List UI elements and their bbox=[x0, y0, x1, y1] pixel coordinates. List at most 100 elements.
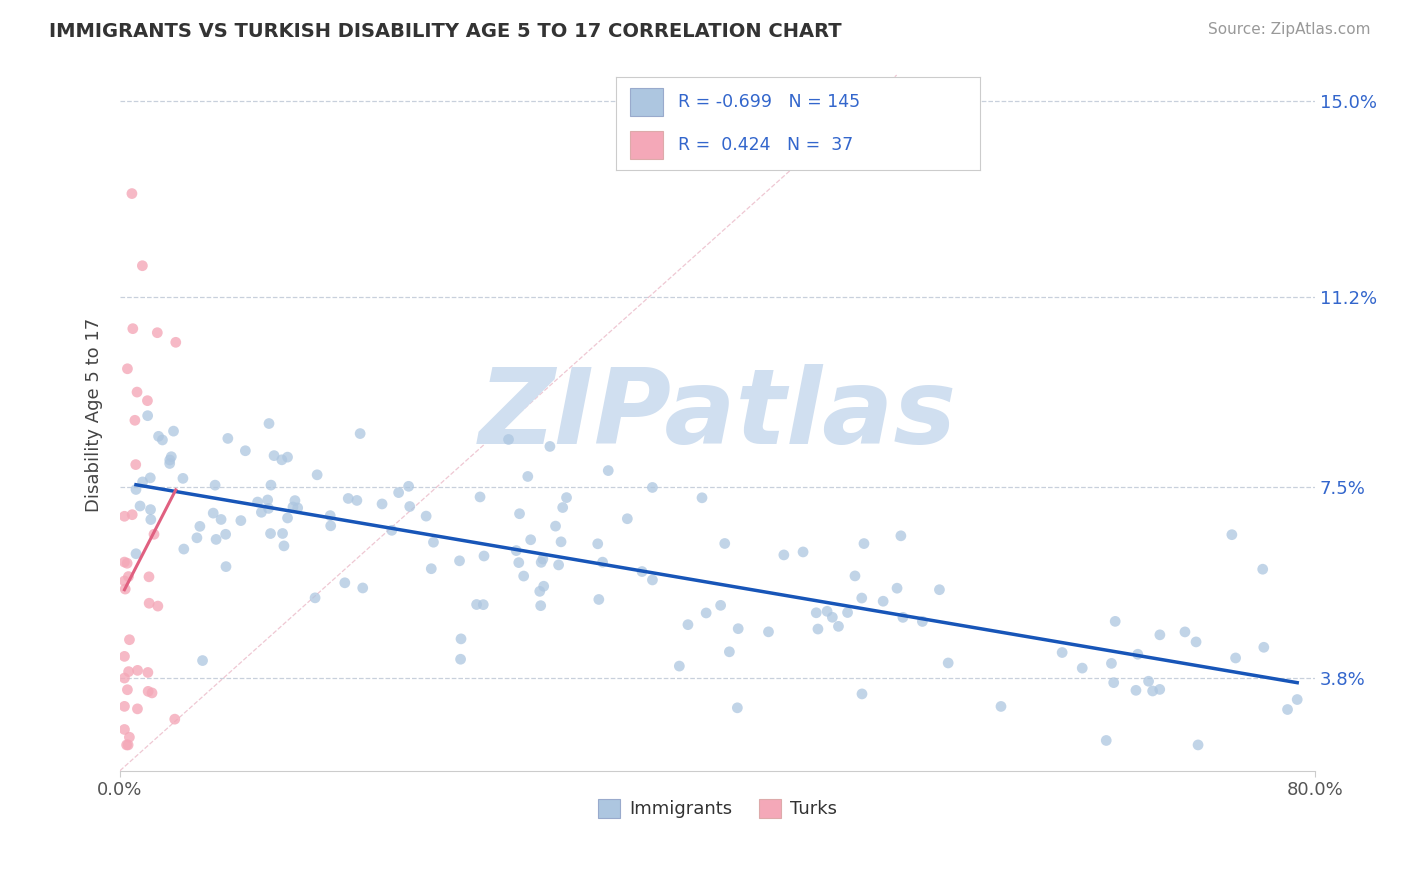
Point bbox=[1149, 628, 1171, 642]
Point bbox=[821, 610, 844, 624]
Point bbox=[713, 536, 735, 550]
Point bbox=[725, 701, 748, 715]
Point bbox=[160, 450, 183, 464]
Point bbox=[256, 492, 278, 507]
Point bbox=[114, 649, 136, 664]
Point bbox=[131, 259, 153, 273]
Point bbox=[550, 534, 572, 549]
Point bbox=[450, 652, 472, 666]
Text: ZIPatlas: ZIPatlas bbox=[478, 364, 956, 467]
Point bbox=[172, 471, 194, 485]
Point bbox=[229, 514, 252, 528]
Point bbox=[1102, 675, 1125, 690]
Point bbox=[468, 490, 491, 504]
Point bbox=[616, 512, 638, 526]
Point bbox=[1050, 646, 1073, 660]
Point bbox=[114, 582, 136, 596]
Point bbox=[125, 385, 148, 400]
Point bbox=[668, 659, 690, 673]
Point bbox=[281, 500, 304, 514]
Point bbox=[307, 467, 329, 482]
Point bbox=[114, 671, 136, 685]
Point bbox=[533, 579, 555, 593]
Point bbox=[139, 471, 162, 485]
Point bbox=[215, 559, 238, 574]
Point bbox=[551, 500, 574, 515]
Point bbox=[512, 569, 534, 583]
Point bbox=[246, 495, 269, 509]
Point bbox=[792, 545, 814, 559]
Point bbox=[118, 632, 141, 647]
Point bbox=[1286, 692, 1309, 706]
Point bbox=[851, 687, 873, 701]
Point bbox=[516, 469, 538, 483]
Point bbox=[641, 573, 664, 587]
Point bbox=[422, 535, 444, 549]
Point bbox=[547, 558, 569, 572]
Point bbox=[235, 443, 257, 458]
Point bbox=[136, 409, 159, 423]
Point bbox=[450, 632, 472, 646]
Point bbox=[127, 664, 149, 678]
Point bbox=[598, 464, 620, 478]
Point bbox=[519, 533, 541, 547]
Point bbox=[1253, 640, 1275, 655]
Point bbox=[1277, 702, 1299, 716]
Point bbox=[852, 536, 875, 550]
Point bbox=[530, 555, 553, 569]
Point bbox=[415, 509, 437, 524]
Point bbox=[131, 475, 153, 489]
Point bbox=[1137, 674, 1160, 689]
Point bbox=[727, 622, 749, 636]
Point bbox=[136, 684, 159, 698]
Point bbox=[815, 604, 838, 618]
Point bbox=[1142, 684, 1164, 698]
Point bbox=[465, 598, 488, 612]
Point bbox=[530, 599, 553, 613]
Point bbox=[1251, 562, 1274, 576]
Text: IMMIGRANTS VS TURKISH DISABILITY AGE 5 TO 17 CORRELATION CHART: IMMIGRANTS VS TURKISH DISABILITY AGE 5 T… bbox=[49, 22, 842, 41]
Point bbox=[139, 512, 162, 526]
Point bbox=[191, 654, 214, 668]
Point bbox=[121, 321, 143, 335]
Point bbox=[371, 497, 394, 511]
Point bbox=[277, 450, 299, 464]
Point bbox=[352, 581, 374, 595]
Point bbox=[117, 361, 139, 376]
Point bbox=[277, 511, 299, 525]
Point bbox=[773, 548, 796, 562]
Point bbox=[141, 686, 163, 700]
Point bbox=[555, 491, 578, 505]
Point bbox=[420, 562, 443, 576]
Point bbox=[186, 531, 208, 545]
Point bbox=[544, 519, 567, 533]
Point bbox=[162, 424, 184, 438]
Point bbox=[204, 478, 226, 492]
Point bbox=[509, 507, 531, 521]
Point bbox=[202, 506, 225, 520]
Point bbox=[588, 592, 610, 607]
Point bbox=[827, 619, 849, 633]
Text: Source: ZipAtlas.com: Source: ZipAtlas.com bbox=[1208, 22, 1371, 37]
Point bbox=[148, 429, 170, 443]
Point bbox=[333, 575, 356, 590]
Point bbox=[695, 606, 717, 620]
Point bbox=[114, 509, 136, 524]
Point bbox=[718, 645, 741, 659]
Point bbox=[209, 512, 232, 526]
Point bbox=[349, 426, 371, 441]
Point bbox=[125, 458, 148, 472]
Point bbox=[676, 617, 699, 632]
Point bbox=[136, 665, 159, 680]
Point bbox=[146, 599, 169, 613]
Point bbox=[270, 452, 292, 467]
Point bbox=[284, 493, 307, 508]
Point bbox=[1225, 651, 1247, 665]
Point bbox=[319, 518, 342, 533]
Point bbox=[260, 478, 283, 492]
Point bbox=[117, 569, 139, 583]
Point bbox=[163, 712, 186, 726]
Point bbox=[114, 723, 136, 737]
Point bbox=[886, 581, 908, 595]
Point bbox=[844, 569, 866, 583]
